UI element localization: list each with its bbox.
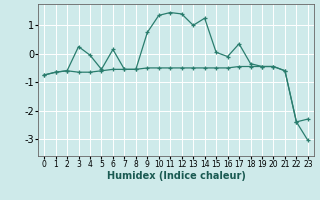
X-axis label: Humidex (Indice chaleur): Humidex (Indice chaleur) xyxy=(107,171,245,181)
